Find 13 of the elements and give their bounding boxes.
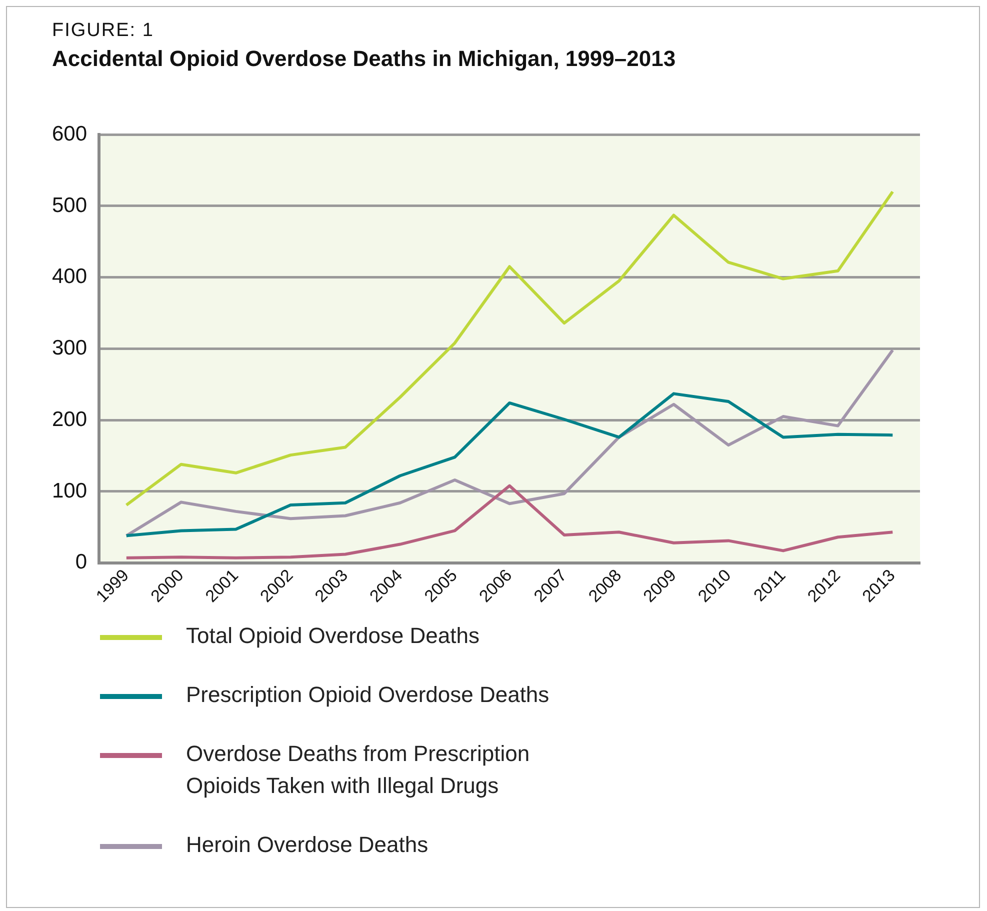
y-tick-label: 500 xyxy=(52,194,88,217)
y-tick-label: 400 xyxy=(52,265,88,288)
y-tick-label: 600 xyxy=(52,122,88,146)
chart-title: Accidental Opioid Overdose Deaths in Michigan, 1999–2013 xyxy=(52,46,676,72)
legend-label: Heroin Overdose Deaths xyxy=(186,830,428,859)
y-tick-label: 300 xyxy=(52,336,88,360)
legend-label: Total Opioid Overdose Deaths xyxy=(186,622,480,650)
text: FIGURE: 1 xyxy=(52,20,154,42)
y-tick-label: 0 xyxy=(75,550,88,574)
y-tick-label: 100 xyxy=(52,479,88,502)
legend-label: Prescription Opioid Overdose Deaths xyxy=(186,680,550,709)
legend-label: Overdose Deaths from Prescription Opioids Taken with Illegal Drugs xyxy=(186,740,531,800)
y-tick-label: 200 xyxy=(52,408,88,431)
